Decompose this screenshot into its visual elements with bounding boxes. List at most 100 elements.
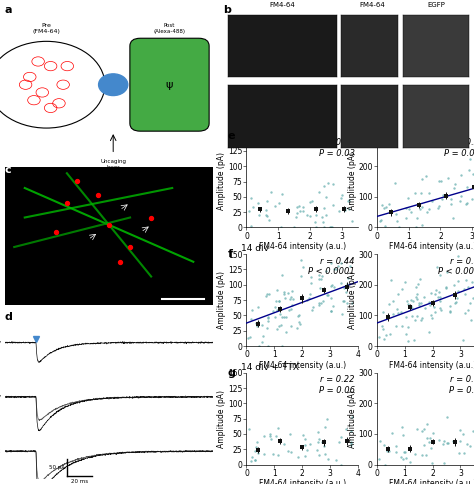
Point <box>147 213 155 221</box>
Point <box>301 435 309 443</box>
Point <box>410 336 418 344</box>
Point <box>375 333 383 341</box>
Point <box>322 211 330 218</box>
Point <box>278 313 286 321</box>
Point <box>260 432 268 439</box>
Point <box>442 284 449 292</box>
Text: g: g <box>228 368 236 378</box>
Point <box>340 284 348 291</box>
Point <box>444 413 451 421</box>
Text: r = 0.18
P = 0.11: r = 0.18 P = 0.11 <box>449 376 474 395</box>
Point <box>337 461 345 469</box>
Point <box>328 294 335 302</box>
Text: FM4-64: FM4-64 <box>269 2 295 8</box>
Point <box>462 200 470 208</box>
Text: 20 ms: 20 ms <box>71 479 88 484</box>
Text: Post
(Alexa-488): Post (Alexa-488) <box>154 23 185 33</box>
Point <box>401 448 409 456</box>
Point <box>280 288 288 296</box>
Point <box>412 283 419 291</box>
X-axis label: FM4-64 intensity (a.u.): FM4-64 intensity (a.u.) <box>389 242 474 251</box>
Point <box>255 318 262 325</box>
Point <box>276 310 284 318</box>
Point <box>469 170 474 178</box>
Point <box>346 262 354 270</box>
Point <box>466 300 474 307</box>
Point <box>264 197 271 205</box>
Point <box>429 429 437 437</box>
Point <box>318 439 326 446</box>
Point <box>420 293 428 301</box>
Point <box>402 331 410 338</box>
Point <box>278 190 286 198</box>
Point <box>301 453 309 460</box>
Point <box>392 442 400 450</box>
Point <box>456 197 464 205</box>
Point <box>466 155 474 163</box>
Text: e: e <box>228 131 235 141</box>
Point <box>283 328 290 335</box>
Point <box>255 211 263 219</box>
Point <box>464 199 471 207</box>
Point <box>328 259 335 267</box>
Point <box>126 243 134 251</box>
Point <box>270 307 277 315</box>
Point <box>289 301 296 309</box>
Point <box>319 297 327 305</box>
Text: 14 div + TTX: 14 div + TTX <box>241 363 299 372</box>
Point <box>293 324 301 332</box>
Point <box>320 442 328 450</box>
Point <box>427 444 435 452</box>
Point <box>290 296 297 303</box>
Point <box>449 213 457 221</box>
Point <box>345 197 352 205</box>
Text: EGFP: EGFP <box>427 2 445 8</box>
Point <box>307 290 314 298</box>
Point <box>404 301 411 308</box>
Point <box>341 204 348 212</box>
Point <box>312 224 320 231</box>
Point <box>264 314 272 321</box>
Y-axis label: Amplitude (pA): Amplitude (pA) <box>347 390 356 448</box>
Text: r = 0.34
P = 0.001: r = 0.34 P = 0.001 <box>444 138 474 158</box>
Point <box>348 217 356 225</box>
Point <box>271 313 279 321</box>
Point <box>436 178 443 185</box>
Point <box>265 216 273 224</box>
Point <box>462 276 469 284</box>
Point <box>383 332 390 339</box>
Point <box>385 301 392 308</box>
Point <box>293 203 301 211</box>
Text: FM4-64: FM4-64 <box>359 2 385 8</box>
Point <box>391 179 399 187</box>
Point <box>322 194 330 201</box>
Point <box>409 297 417 305</box>
Point <box>277 321 285 329</box>
Point <box>314 429 322 437</box>
Point <box>345 197 352 204</box>
Point <box>461 450 468 457</box>
Point <box>301 441 309 449</box>
Point <box>451 299 458 307</box>
X-axis label: FM4-64 intensity (a.u.): FM4-64 intensity (a.u.) <box>389 361 474 370</box>
Point <box>262 207 269 214</box>
Point <box>279 271 286 279</box>
Point <box>414 312 421 320</box>
Point <box>335 208 343 215</box>
Point <box>255 342 263 350</box>
Point <box>315 299 323 306</box>
Point <box>315 271 323 278</box>
Point <box>265 290 273 298</box>
Point <box>436 271 444 279</box>
Point <box>296 207 304 214</box>
Point <box>420 441 428 449</box>
Point <box>380 441 388 449</box>
Point <box>452 299 460 306</box>
Y-axis label: Amplitude (pA): Amplitude (pA) <box>218 152 227 211</box>
Point <box>308 279 315 287</box>
Point <box>247 194 255 202</box>
Point <box>392 211 400 218</box>
Point <box>412 293 419 301</box>
Point <box>252 447 259 454</box>
Point <box>287 448 295 456</box>
